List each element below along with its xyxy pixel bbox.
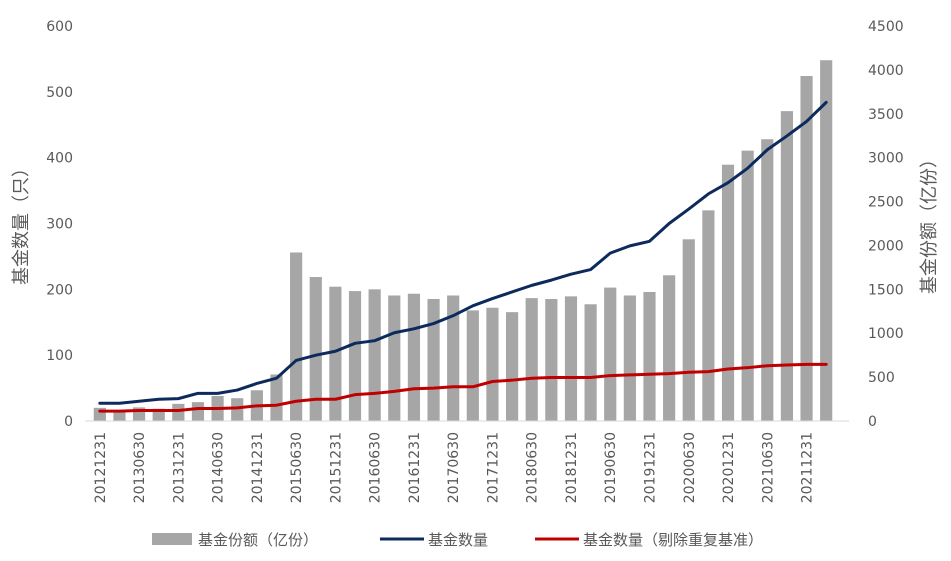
bar-shares-20170630 [447, 295, 460, 421]
bar-shares-20150930 [309, 277, 322, 421]
bar-shares-20160930 [388, 295, 401, 421]
bar-series-shares [93, 60, 833, 422]
bar-shares-20220331 [820, 60, 833, 421]
legend-bar-label: 基金份额（亿份） [198, 531, 318, 549]
x-tick-label: 20171231 [485, 432, 501, 503]
legend-line1-label: 基金数量 [428, 531, 488, 549]
left-tick-label: 0 [64, 414, 73, 430]
bar-shares-20210331 [741, 150, 754, 421]
bar-shares-20181231 [564, 296, 578, 421]
bar-shares-20200930 [702, 210, 715, 421]
left-axis-title: 基金数量（只） [11, 159, 32, 285]
x-tick-label: 20181231 [564, 432, 580, 503]
bar-shares-20160630 [368, 289, 381, 421]
bar-shares-20170331 [427, 298, 440, 421]
bar-shares-20130331 [113, 412, 126, 421]
x-tick-label: 20210630 [760, 432, 776, 503]
bar-shares-20201231 [721, 164, 735, 421]
legend-bar-swatch [152, 533, 192, 545]
x-tick-label: 20211231 [800, 432, 816, 503]
x-tick-label: 20160630 [368, 432, 384, 503]
x-tick-label: 20130630 [132, 432, 148, 503]
bar-shares-20131231 [172, 403, 185, 421]
left-tick-label: 200 [46, 282, 73, 298]
x-tick-label: 20121231 [93, 432, 109, 503]
bar-shares-20190331 [584, 304, 597, 421]
x-tick-label: 20190630 [603, 432, 619, 503]
bar-shares-20150331 [270, 374, 283, 421]
x-tick-label: 20140630 [211, 432, 227, 503]
left-tick-label: 400 [46, 151, 73, 167]
left-tick-label: 100 [46, 348, 73, 364]
bar-shares-20150630 [290, 252, 303, 421]
x-tick-label: 20191231 [643, 432, 659, 503]
right-tick-label: 2500 [868, 195, 904, 211]
x-tick-label: 20150630 [289, 432, 305, 503]
bar-shares-20190630 [604, 287, 617, 421]
right-tick-label: 500 [868, 370, 895, 386]
right-tick-label: 2000 [868, 238, 904, 254]
x-tick-label: 20131231 [171, 432, 187, 503]
bar-shares-20140331 [191, 402, 205, 421]
left-tick-label: 300 [46, 217, 73, 233]
line-fund-count [98, 100, 828, 405]
x-tick-label: 20201231 [721, 432, 737, 503]
bar-shares-20160331 [348, 291, 362, 421]
right-y-axis: 0 500 1000 1500 2000 2500 3000 3500 4000 4500 [868, 19, 904, 430]
bar-shares-20200331 [663, 275, 676, 421]
x-tick-label: 20161231 [407, 432, 423, 503]
legend-line2-label: 基金数量（剔除重复基准） [583, 531, 763, 549]
line-fund-count-dedup [98, 362, 828, 413]
bar-shares-20171231 [486, 307, 499, 421]
left-tick-label: 600 [46, 19, 73, 35]
x-axis: 20121231 20130630 20131231 20140630 20141231… [93, 432, 816, 503]
x-tick-label: 20141231 [250, 432, 266, 503]
right-axis-title: 基金份额（亿份） [919, 150, 940, 294]
right-tick-label: 4000 [868, 63, 904, 79]
bar-shares-20190930 [623, 295, 636, 421]
bar-shares-20210930 [780, 111, 794, 421]
bar-shares-20151231 [329, 286, 342, 421]
bar-shares-20140930 [231, 398, 244, 421]
x-tick-label: 20200630 [682, 432, 698, 503]
bar-shares-20180331 [505, 312, 519, 421]
right-tick-label: 0 [868, 414, 877, 430]
x-tick-label: 20151231 [328, 432, 344, 503]
right-tick-label: 1000 [868, 326, 904, 342]
left-y-axis: 0 100 200 300 400 500 600 [46, 19, 73, 430]
left-tick-label: 500 [46, 85, 73, 101]
right-tick-label: 1500 [868, 282, 904, 298]
bar-shares-20200630 [682, 239, 695, 421]
right-tick-label: 4500 [868, 19, 904, 35]
bar-shares-20161231 [407, 293, 421, 421]
bar-shares-20180630 [525, 298, 538, 421]
x-tick-label: 20180630 [525, 432, 541, 503]
right-tick-label: 3000 [868, 151, 904, 167]
bar-shares-20170930 [466, 310, 479, 421]
legend: 基金份额（亿份） 基金数量 基金数量（剔除重复基准） [152, 531, 763, 549]
bar-shares-20211231 [800, 76, 813, 421]
line-series-group [98, 100, 828, 413]
bar-shares-20191231 [643, 291, 656, 421]
right-tick-label: 3500 [868, 107, 904, 123]
x-tick-label: 20170630 [446, 432, 462, 503]
bar-shares-20180930 [545, 298, 558, 421]
bar-shares-20210630 [761, 139, 774, 422]
